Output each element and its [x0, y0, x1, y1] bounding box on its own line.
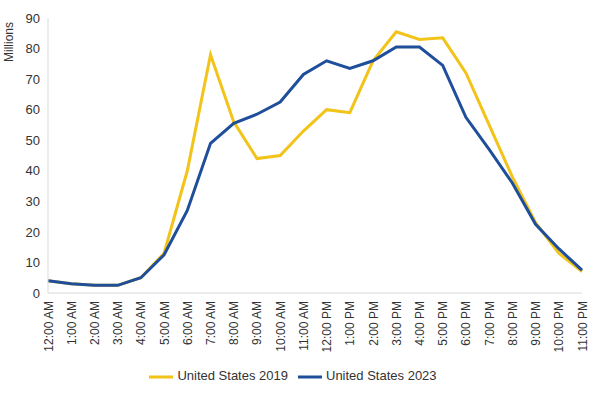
svg-text:11:00 PM: 11:00 PM	[576, 301, 590, 351]
html-text:Millions: Millions	[2, 22, 16, 62]
svg-text:70: 70	[26, 72, 40, 87]
svg-text:3:00 AM: 3:00 AM	[111, 301, 125, 345]
svg-text:8:00 PM: 8:00 PM	[506, 301, 520, 346]
svg-text:12:00 PM: 12:00 PM	[320, 301, 334, 352]
html-text:United States 2023: United States 2023	[326, 368, 437, 384]
svg-text:9:00 AM: 9:00 AM	[250, 301, 264, 345]
svg-text:50: 50	[26, 133, 40, 148]
svg-text:7:00 AM: 7:00 AM	[204, 301, 218, 345]
svg-text:10:00 PM: 10:00 PM	[552, 301, 566, 352]
svg-text:6:00 PM: 6:00 PM	[459, 301, 473, 346]
svg-text:4:00 AM: 4:00 AM	[134, 301, 148, 345]
svg-text:8:00 AM: 8:00 AM	[227, 301, 241, 345]
svg-text:80: 80	[26, 41, 40, 56]
svg-text:10: 10	[26, 255, 40, 270]
svg-text:11:00 AM: 11:00 AM	[297, 301, 311, 351]
svg-text:1:00 PM: 1:00 PM	[343, 301, 357, 346]
svg-text:4:00 PM: 4:00 PM	[413, 301, 427, 346]
svg-text:0: 0	[33, 286, 40, 301]
svg-text:10:00 AM: 10:00 AM	[274, 301, 288, 352]
svg-text:5:00 PM: 5:00 PM	[436, 301, 450, 346]
svg-text:90: 90	[26, 11, 40, 26]
svg-text:5:00 AM: 5:00 AM	[158, 301, 172, 345]
svg-text:1:00 AM: 1:00 AM	[65, 301, 79, 345]
svg-text:7:00 PM: 7:00 PM	[483, 301, 497, 346]
svg-text:20: 20	[26, 225, 40, 240]
svg-text:6:00 AM: 6:00 AM	[181, 301, 195, 345]
svg-text:30: 30	[26, 194, 40, 209]
svg-text:12:00 AM: 12:00 AM	[42, 301, 56, 352]
svg-text:9:00 PM: 9:00 PM	[529, 301, 543, 346]
svg-text:2:00 AM: 2:00 AM	[88, 301, 102, 345]
svg-text:60: 60	[26, 102, 40, 117]
html-text:United States 2019: United States 2019	[177, 368, 288, 384]
svg-text:40: 40	[26, 163, 40, 178]
svg-text:2:00 PM: 2:00 PM	[367, 301, 381, 346]
svg-text:3:00 PM: 3:00 PM	[390, 301, 404, 346]
